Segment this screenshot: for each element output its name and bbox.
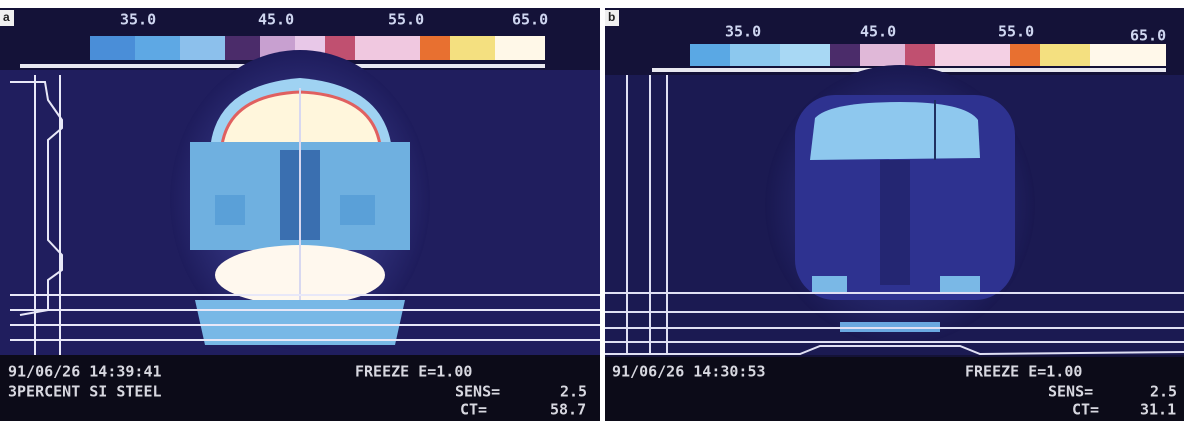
ct-value: 31.1 xyxy=(1140,401,1176,419)
scale-label: 65.0 xyxy=(1130,27,1166,45)
sens-value: 2.5 xyxy=(1150,383,1177,401)
thermal-object xyxy=(765,65,1035,345)
sens-value: 2.5 xyxy=(560,383,587,401)
sens-label: SENS= xyxy=(1048,383,1093,401)
scale-label: 35.0 xyxy=(725,23,761,41)
divider xyxy=(600,0,605,421)
panel-a: a 35.0 45.0 55.0 65.0 91/06/26 14:39:41 … xyxy=(0,8,600,421)
ct-value: 58.7 xyxy=(550,401,586,419)
thermal-object xyxy=(170,50,430,350)
scale-label: 55.0 xyxy=(998,23,1034,41)
panel-b: b 35.0 45.0 55.0 65.0 91/06/26 14:30:53 … xyxy=(605,8,1184,421)
timestamp: 91/06/26 14:30:53 xyxy=(612,363,766,381)
status: FREEZE E=1.00 xyxy=(355,363,472,381)
panel-label: b xyxy=(608,10,615,24)
panel-label: a xyxy=(3,10,10,24)
scale-label: 65.0 xyxy=(512,11,548,29)
screenshot: a 35.0 45.0 55.0 65.0 91/06/26 14:39:41 … xyxy=(0,0,1184,421)
ct-label: CT= xyxy=(1072,401,1099,419)
scale-label: 45.0 xyxy=(860,23,896,41)
sens-label: SENS= xyxy=(455,383,500,401)
color-bar xyxy=(690,44,1166,66)
scale-label: 35.0 xyxy=(120,11,156,29)
scale-label: 45.0 xyxy=(258,11,294,29)
timestamp: 91/06/26 14:39:41 xyxy=(8,363,162,381)
ct-label: CT= xyxy=(460,401,487,419)
status: FREEZE E=1.00 xyxy=(965,363,1082,381)
scale-label: 55.0 xyxy=(388,11,424,29)
caption: 3PERCENT SI STEEL xyxy=(8,383,162,401)
